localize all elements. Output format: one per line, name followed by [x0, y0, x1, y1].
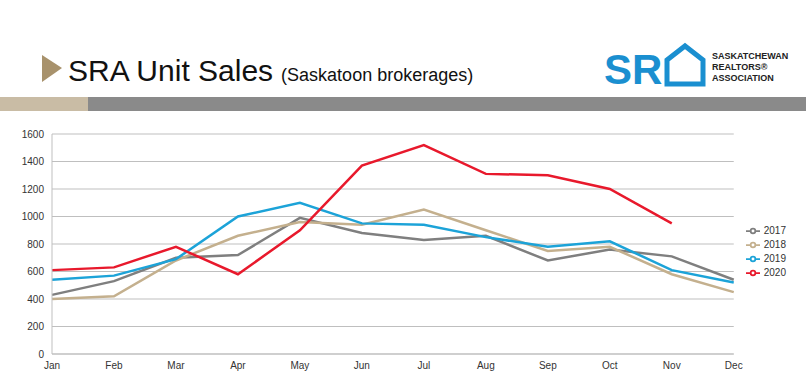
svg-text:1600: 1600 [22, 129, 45, 140]
html-text:2020: 2020 [763, 266, 786, 278]
svg-text:400: 400 [27, 294, 44, 305]
html-text:2017: 2017 [763, 224, 786, 236]
svg-text:Oct: Oct [602, 360, 618, 371]
svg-text:Feb: Feb [105, 360, 123, 371]
svg-text:600: 600 [27, 266, 44, 277]
svg-text:200: 200 [27, 321, 44, 332]
svg-text:0: 0 [38, 349, 44, 360]
svg-text:800: 800 [27, 239, 44, 250]
html-text:2018: 2018 [763, 238, 786, 250]
svg-text:SR: SR [604, 46, 662, 93]
svg-text:Aug: Aug [477, 360, 495, 371]
svg-text:Jun: Jun [354, 360, 370, 371]
svg-text:Dec: Dec [725, 360, 743, 371]
svg-text:SRA Unit Sales(Saskatoon broke: SRA Unit Sales(Saskatoon brokerages) [68, 54, 473, 87]
svg-text:Mar: Mar [167, 360, 185, 371]
svg-text:SASKATCHEWANREALTORS®ASSOCIATI: SASKATCHEWANREALTORS®ASSOCIATION [712, 51, 788, 83]
svg-text:1400: 1400 [22, 156, 45, 167]
svg-text:1000: 1000 [22, 211, 45, 222]
svg-text:Nov: Nov [663, 360, 681, 371]
svg-text:Jan: Jan [44, 360, 60, 371]
svg-text:Sep: Sep [539, 360, 557, 371]
html-text:2019: 2019 [763, 252, 786, 264]
svg-text:Apr: Apr [230, 360, 246, 371]
svg-text:1200: 1200 [22, 184, 45, 195]
svg-text:May: May [290, 360, 309, 371]
svg-text:Jul: Jul [417, 360, 430, 371]
